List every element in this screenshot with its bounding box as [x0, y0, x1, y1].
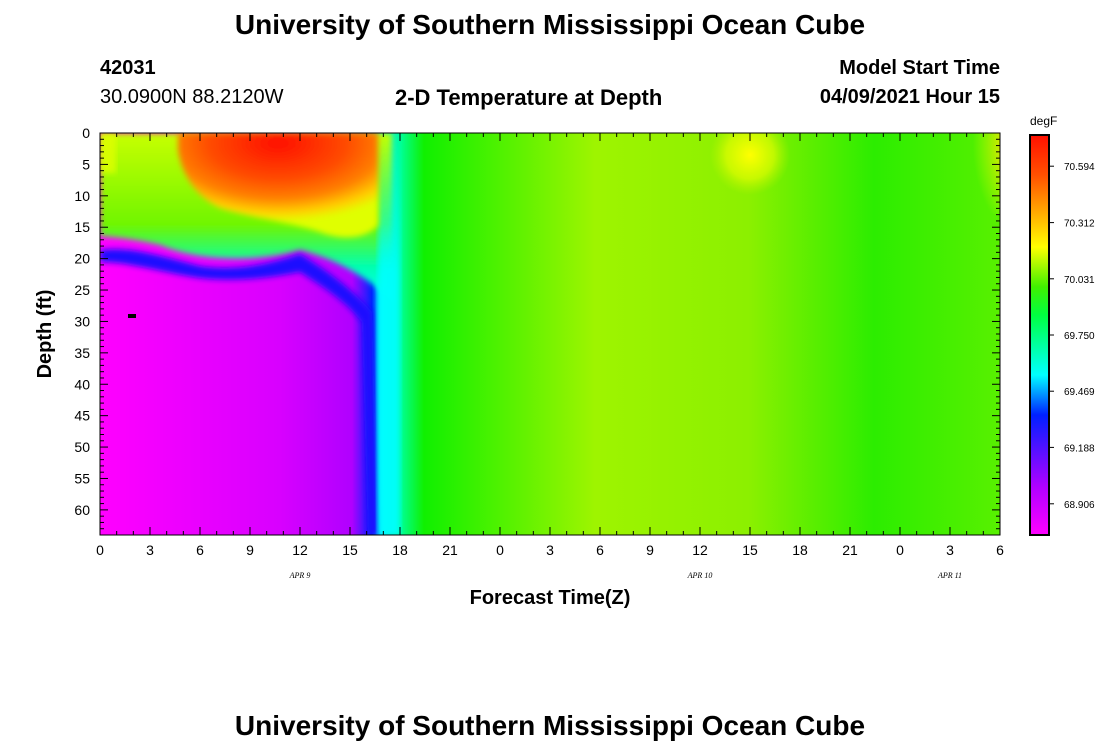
chart-subtitle: 2-D Temperature at Depth: [395, 85, 663, 110]
y-axis: 0 5 10 15 20 25 30 35 40 45 50 55 60: [74, 125, 1000, 536]
x-tick-label: 21: [842, 542, 858, 558]
colorbar: [1029, 134, 1050, 536]
chart-title-bottom: University of Southern Mississippi Ocean…: [234, 710, 866, 741]
y-tick-label: 50: [74, 439, 90, 455]
colorbar-unit: degF: [1030, 114, 1058, 128]
x-tick-label: 0: [96, 542, 104, 558]
x-tick-label: 12: [292, 542, 308, 558]
model-start-label: Model Start Time: [839, 57, 1000, 79]
y-tick-label: 10: [74, 188, 90, 204]
x-tick-label: 3: [146, 542, 154, 558]
colorbar-tick-label: 69.188: [1064, 443, 1095, 454]
colorbar-tick-label: 69.469: [1064, 387, 1095, 398]
y-tick-label: 35: [74, 345, 90, 361]
heatmap-field: [100, 133, 1000, 535]
colorbar-tick-label: 68.906: [1064, 500, 1095, 511]
date-label: APR 10: [687, 571, 713, 580]
model-start-time: 04/09/2021 Hour 15: [819, 86, 1000, 108]
heatmap-marker: [128, 314, 136, 318]
heatmap-warm-blob: [178, 133, 378, 238]
x-tick-label: 6: [196, 542, 204, 558]
date-labels: APR 9 APR 10 APR 11: [289, 571, 962, 580]
x-tick-label: 3: [546, 542, 554, 558]
x-axis-label: Forecast Time(Z): [470, 587, 631, 609]
station-coords: 30.0900N 88.2120W: [100, 86, 284, 108]
x-tick-label: 15: [742, 542, 758, 558]
y-tick-label: 55: [74, 470, 90, 486]
heatmap-cyan-front: [378, 133, 400, 535]
y-tick-label: 30: [74, 313, 90, 329]
colorbar-ticks: 70.594 70.312 70.031 69.750 69.469 69.188 68.9…: [1049, 162, 1095, 511]
x-axis: 0 3 6 9 12 15 18 21 0 3 6 9 12 15 18 21 0 3 6: [96, 133, 1004, 558]
x-tick-label: 21: [442, 542, 458, 558]
y-tick-label: 40: [74, 376, 90, 392]
x-tick-label: 18: [392, 542, 408, 558]
station-id: 42031: [100, 57, 156, 79]
chart-title-top: University of Southern Mississippi Ocean…: [234, 9, 866, 40]
x-tick-label: 6: [996, 542, 1004, 558]
colorbar-tick-label: 70.312: [1064, 219, 1095, 230]
heatmap-left-yellow: [100, 133, 116, 173]
y-tick-label: 25: [74, 282, 90, 298]
x-tick-label: 0: [896, 542, 904, 558]
x-tick-label: 9: [646, 542, 654, 558]
x-tick-label: 6: [596, 542, 604, 558]
y-tick-label: 5: [82, 156, 90, 172]
colorbar-tick-label: 70.594: [1064, 162, 1095, 173]
heatmap-yellow-patch: [710, 133, 790, 195]
heatmap-edge-patch: [966, 133, 1000, 215]
y-tick-label: 20: [74, 251, 90, 267]
x-tick-label: 9: [246, 542, 254, 558]
date-label: APR 9: [289, 571, 311, 580]
y-tick-label: 60: [74, 502, 90, 518]
x-tick-label: 15: [342, 542, 358, 558]
y-tick-label: 15: [74, 219, 90, 235]
x-tick-label: 3: [946, 542, 954, 558]
y-axis-label: Depth (ft): [34, 290, 56, 379]
y-tick-label: 45: [74, 408, 90, 424]
y-tick-label: 0: [82, 125, 90, 141]
colorbar-tick-label: 69.750: [1064, 331, 1095, 342]
colorbar-tick-label: 70.031: [1064, 275, 1095, 286]
date-label: APR 11: [937, 571, 962, 580]
x-tick-label: 12: [692, 542, 708, 558]
x-tick-label: 18: [792, 542, 808, 558]
x-tick-label: 0: [496, 542, 504, 558]
